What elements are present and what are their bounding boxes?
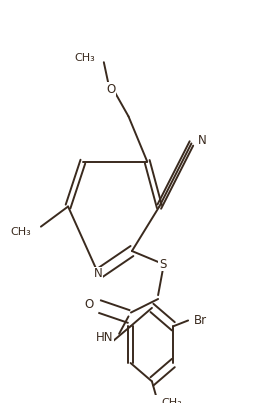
Text: HN: HN <box>96 331 114 344</box>
Text: Br: Br <box>194 314 207 327</box>
Text: CH₃: CH₃ <box>10 227 31 237</box>
Text: CH₃: CH₃ <box>162 398 182 403</box>
Text: CH₃: CH₃ <box>75 53 95 63</box>
Text: N: N <box>198 134 206 147</box>
Text: O: O <box>107 83 116 96</box>
Text: N: N <box>94 267 103 280</box>
Text: O: O <box>85 298 94 311</box>
Text: S: S <box>159 258 166 271</box>
